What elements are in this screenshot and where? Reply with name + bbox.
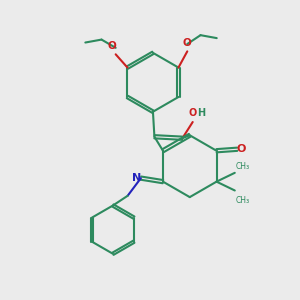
Text: H: H [197,109,205,118]
Text: O: O [107,41,116,51]
Text: O: O [237,144,246,154]
Text: O: O [189,109,197,118]
Text: O: O [183,38,192,47]
Text: N: N [132,172,141,182]
Text: CH₃: CH₃ [236,196,250,205]
Text: CH₃: CH₃ [236,162,250,171]
